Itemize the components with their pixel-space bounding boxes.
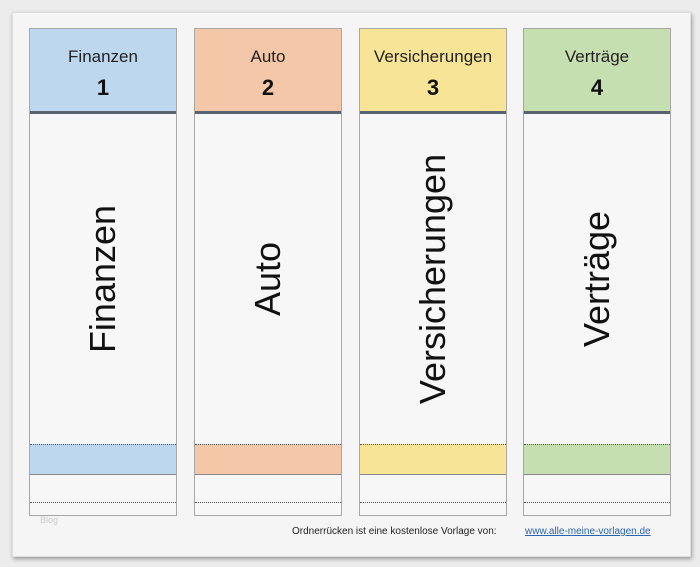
spine-number: 4 [590,75,604,100]
spine-header: Finanzen 1 [30,29,176,114]
spine-header: Verträge 4 [524,29,670,114]
color-band [30,444,176,475]
folder-spine: Verträge 4 Verträge [523,28,671,516]
spine-body: Finanzen [30,114,176,444]
spine-label: Auto [247,241,288,317]
website-link[interactable]: www.alle-meine-vorlagen.de [525,526,651,537]
spine-title: Finanzen [68,47,138,66]
spine-body: Versicherungen [360,114,506,444]
folder-spine: Versicherungen 3 Versicherungen [359,28,507,516]
color-band [524,444,670,475]
credit-text: Ordnerrücken ist eine kostenlose Vorlage… [292,526,497,537]
divider [30,502,176,503]
spine-number: 1 [96,75,110,100]
divider [360,502,506,503]
color-band [195,444,341,475]
folder-spine: Finanzen 1 Finanzen [29,28,177,516]
spine-header: Auto 2 [195,29,341,114]
spine-body: Auto [195,114,341,444]
spine-body: Verträge [524,114,670,444]
folder-spine: Auto 2 Auto [194,28,342,516]
divider [524,502,670,503]
divider [195,502,341,503]
color-band [360,444,506,475]
spine-title: Versicherungen [373,47,493,66]
spine-title: Auto [250,47,286,66]
spine-header: Versicherungen 3 [360,29,506,114]
watermark: Blog [40,515,59,525]
spine-label: Verträge [576,210,617,348]
spine-number: 3 [426,75,440,100]
spine-title: Verträge [564,47,630,66]
spine-number: 2 [261,75,275,100]
spine-label: Finanzen [82,204,123,354]
spine-label: Versicherungen [412,153,453,405]
